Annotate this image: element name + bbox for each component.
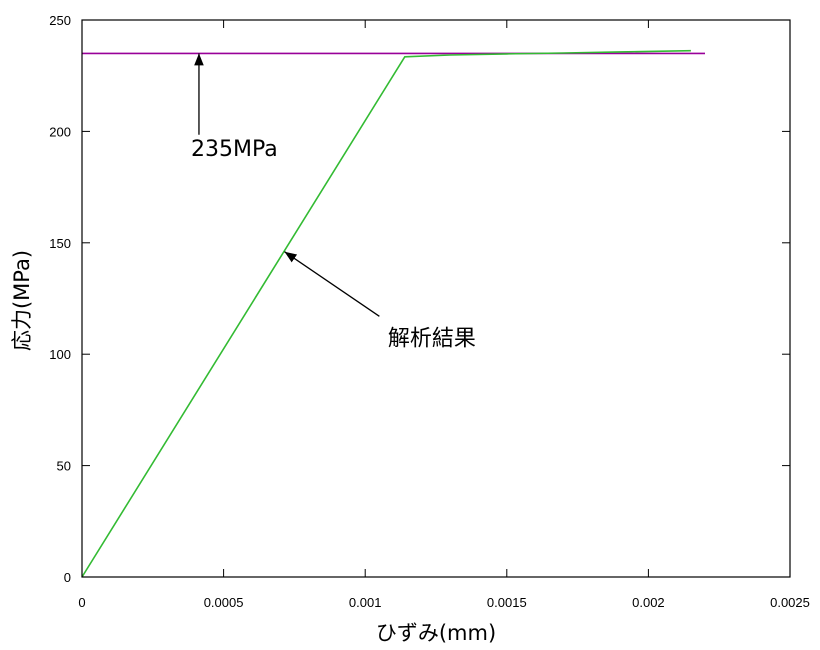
- y-tick-label: 200: [49, 124, 71, 139]
- x-tick-label: 0.001: [349, 595, 382, 610]
- x-tick-label: 0: [78, 595, 85, 610]
- y-tick-label: 0: [64, 570, 71, 585]
- data-series: [81, 49, 705, 578]
- annotation-arrow: [284, 251, 380, 317]
- x-axis-title: ひずみ(mm): [376, 621, 496, 645]
- x-tick-label: 0.002: [632, 595, 665, 610]
- y-tick-label: 100: [49, 347, 71, 362]
- y-tick-label: 50: [57, 459, 71, 474]
- x-tick-label: 0.0005: [204, 595, 244, 610]
- annotation-label: 235MPa: [191, 137, 278, 162]
- series-line-1: [81, 49, 691, 578]
- annotations: 235MPa 解析結果: [191, 53, 476, 351]
- y-axis-title: 応力(MPa): [10, 250, 34, 351]
- x-tick-label: 0.0025: [770, 595, 810, 610]
- x-tick-label: 0.0015: [487, 595, 527, 610]
- annotation-label: 解析結果: [388, 326, 476, 351]
- y-tick-label: 250: [49, 13, 71, 28]
- y-tick-label: 150: [49, 236, 71, 251]
- axis-ticks: 0 0.0005 0.001 0.0015 0.002 0.0025 0 50 100 150 20…: [49, 13, 810, 610]
- plot-frame: [81, 19, 791, 578]
